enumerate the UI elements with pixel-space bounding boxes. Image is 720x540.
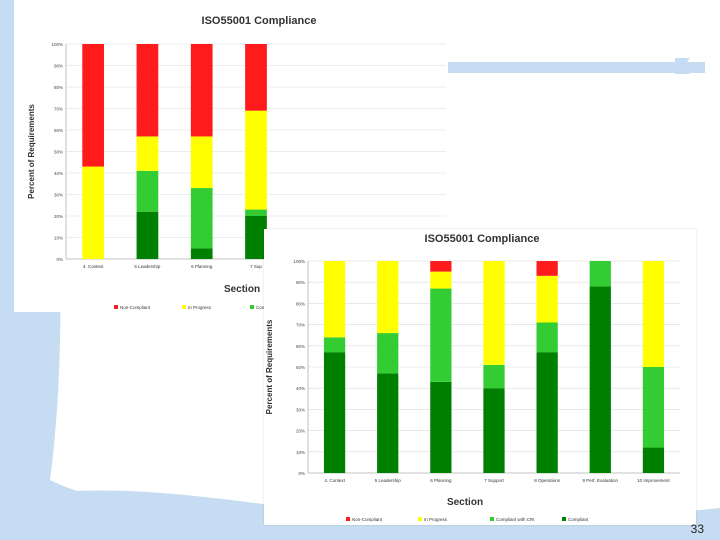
bar-compliant-with-cri xyxy=(245,209,267,216)
bar-non-compliant xyxy=(136,44,159,137)
y-tick-label: 50% xyxy=(54,150,63,155)
y-tick-label: 90% xyxy=(296,280,305,285)
legend-swatch xyxy=(182,305,186,309)
y-tick-label: 50% xyxy=(296,365,305,370)
y-tick-label: 0% xyxy=(298,471,305,476)
legend-item: Con xyxy=(256,305,265,310)
bar-compliant-with-cri xyxy=(642,367,665,448)
chart-title: ISO55001 Compliance xyxy=(202,15,317,27)
x-tick-label: 5 Leadership xyxy=(134,264,161,269)
x-axis-label: Section xyxy=(224,284,260,295)
bar-in-progress xyxy=(483,261,505,365)
y-tick-label: 30% xyxy=(296,407,305,412)
y-tick-label: 30% xyxy=(54,193,63,198)
legend-swatch xyxy=(250,305,254,309)
bar-in-progress xyxy=(430,271,452,289)
bar-compliant xyxy=(536,352,558,473)
y-tick-label: 40% xyxy=(54,171,63,176)
x-tick-label: 6 Planning xyxy=(191,264,213,269)
y-tick-label: 10% xyxy=(296,450,305,455)
x-tick-label: 5 Leadership xyxy=(375,478,402,483)
x-tick-label: 9 Perf. Evaluation xyxy=(583,478,619,483)
y-tick-label: 90% xyxy=(54,64,63,69)
x-tick-label: 7 Sup xyxy=(250,264,262,269)
bar-compliant xyxy=(136,211,159,259)
bar-compliant-with-cri xyxy=(589,261,611,287)
bar-in-progress xyxy=(136,136,159,171)
y-tick-label: 20% xyxy=(296,429,305,434)
legend-swatch xyxy=(346,517,350,521)
y-tick-label: 60% xyxy=(54,128,63,133)
bar-compliant-with-cri xyxy=(136,170,159,212)
x-tick-label: 4. Context xyxy=(83,264,104,269)
y-tick-label: 80% xyxy=(54,85,63,90)
compliance-chart-2: ISO55001 Compliance Percent of Requiremen… xyxy=(265,233,680,522)
y-tick-label: 40% xyxy=(296,386,305,391)
bar-compliant-with-cri xyxy=(430,288,452,382)
y-tick-label: 100% xyxy=(293,259,305,264)
y-tick-label: 70% xyxy=(296,323,305,328)
bar-in-progress xyxy=(377,261,399,334)
bar-in-progress xyxy=(82,166,104,259)
bar-compliant-with-cri xyxy=(483,364,505,389)
y-tick-label: 70% xyxy=(54,107,63,112)
background-wave-bottom xyxy=(0,490,720,540)
legend-item: In Progress xyxy=(188,305,212,310)
bar-compliant-with-cri xyxy=(377,333,399,374)
bar-non-compliant xyxy=(190,44,213,137)
bar-compliant xyxy=(245,216,267,259)
legend-swatch xyxy=(490,517,494,521)
y-tick-label: 20% xyxy=(54,214,63,219)
y-axis-label: Percent of Requirements xyxy=(265,319,274,414)
bar-in-progress xyxy=(190,136,213,189)
bar-non-compliant xyxy=(245,44,267,111)
background-band-right xyxy=(440,62,705,73)
bar-non-compliant xyxy=(536,261,558,276)
legend-item: In Progress xyxy=(424,517,448,522)
y-tick-label: 80% xyxy=(296,301,305,306)
page-number: 33 xyxy=(690,522,704,536)
bar-in-progress xyxy=(245,110,267,210)
legend-swatch xyxy=(562,517,566,521)
bar-non-compliant xyxy=(82,44,104,167)
bar-compliant-with-cri xyxy=(190,188,213,249)
chart-card-2: ISO55001 Compliance Percent of Requiremen… xyxy=(264,229,696,525)
bar-compliant xyxy=(483,388,505,473)
compliance-chart-1: ISO55001 Compliance Percent of Requiremen… xyxy=(27,15,446,310)
bar-compliant xyxy=(323,352,346,473)
x-tick-label: 8 Operations xyxy=(534,478,561,483)
legend-item: Non-Compliant xyxy=(352,517,383,522)
y-axis-label: Percent of Requirements xyxy=(27,104,36,199)
bar-compliant xyxy=(642,447,665,473)
x-tick-label: 4. Context xyxy=(324,478,345,483)
bar-compliant xyxy=(190,248,213,259)
bar-in-progress xyxy=(536,275,558,323)
bar-in-progress xyxy=(323,261,346,338)
x-tick-label: 7 Support xyxy=(484,478,504,483)
background-chevron xyxy=(675,58,690,74)
y-tick-label: 0% xyxy=(56,257,63,262)
bar-compliant xyxy=(589,286,611,473)
y-tick-label: 10% xyxy=(54,236,63,241)
legend-item: Compliant xyxy=(568,517,589,522)
y-tick-label: 100% xyxy=(51,42,63,47)
bar-compliant xyxy=(377,373,399,473)
bar-compliant xyxy=(430,381,452,473)
bar-compliant-with-cri xyxy=(323,337,346,353)
legend-item: Compliant with CRI xyxy=(496,517,535,522)
bar-non-compliant xyxy=(430,261,452,272)
x-tick-label: 6 Planning xyxy=(430,478,452,483)
legend-item: Non-Compliant xyxy=(120,305,151,310)
legend-swatch xyxy=(114,305,118,309)
x-tick-label: 10 Improvement xyxy=(637,478,670,483)
legend-swatch xyxy=(418,517,422,521)
chart-title: ISO55001 Compliance xyxy=(425,233,540,245)
bar-compliant-with-cri xyxy=(536,322,558,353)
bar-in-progress xyxy=(642,261,665,367)
x-axis-label: Section xyxy=(447,497,483,508)
y-tick-label: 60% xyxy=(296,344,305,349)
